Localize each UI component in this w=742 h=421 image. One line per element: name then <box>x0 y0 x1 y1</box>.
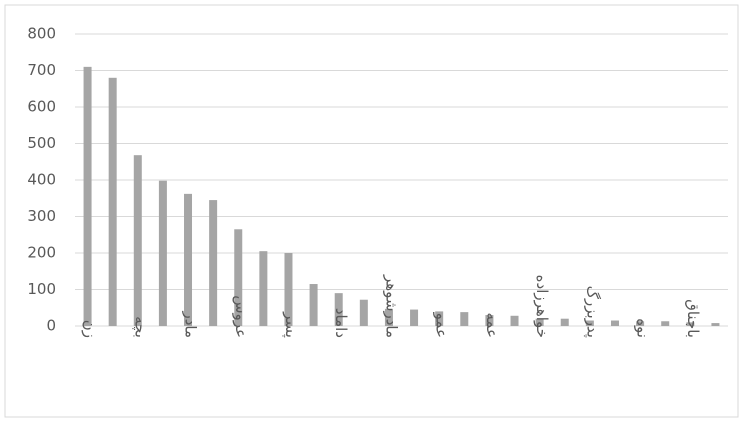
bar <box>535 318 544 326</box>
bar <box>661 321 670 326</box>
bar <box>636 321 645 326</box>
x-tick-label: مادر <box>182 310 200 338</box>
y-tick-label: 800 <box>27 25 56 43</box>
bar <box>686 322 695 326</box>
bar <box>158 180 167 326</box>
bar <box>234 229 243 326</box>
bar <box>711 323 720 326</box>
chart-frame <box>4 4 739 418</box>
bar <box>560 318 569 326</box>
y-tick-label: 700 <box>27 61 56 79</box>
bar <box>485 315 494 326</box>
bar <box>460 312 469 326</box>
x-tick-label: نوه <box>634 318 652 338</box>
bar <box>334 293 343 326</box>
y-tick-label: 600 <box>27 98 56 116</box>
bar <box>284 253 293 326</box>
bar <box>83 66 92 326</box>
bar <box>259 251 268 326</box>
x-tick-label: بچه <box>131 316 149 338</box>
x-tick-label: زن <box>81 320 99 338</box>
x-tick-label: پدربزرگ <box>582 286 601 338</box>
x-tick-label: پسر <box>281 311 300 338</box>
bar <box>309 284 318 326</box>
x-tick-label: عمو <box>433 312 451 338</box>
bar <box>359 299 368 326</box>
y-tick-label: 0 <box>46 317 56 335</box>
x-tick-label: عمه <box>483 312 501 338</box>
bar <box>184 193 193 326</box>
x-tick-label: باجناق <box>684 299 702 338</box>
bar <box>108 77 117 326</box>
y-tick-label: 200 <box>27 244 56 262</box>
y-tick-label: 400 <box>27 171 56 189</box>
bar <box>585 320 594 326</box>
x-tick-label: داماد <box>332 308 350 338</box>
bar <box>435 311 444 326</box>
bar <box>133 155 142 326</box>
y-tick-label: 500 <box>27 134 56 152</box>
y-tick-label: 300 <box>27 207 56 225</box>
bar <box>410 309 419 326</box>
bar <box>610 320 619 326</box>
bar <box>510 315 519 326</box>
x-tick-label: خواهرزاده <box>533 275 551 338</box>
x-tick-label: مادرشوهر <box>382 274 400 338</box>
bar <box>209 200 218 326</box>
y-tick-label: 100 <box>27 280 56 298</box>
bar <box>384 308 393 326</box>
x-tick-label: عروس <box>232 295 250 338</box>
